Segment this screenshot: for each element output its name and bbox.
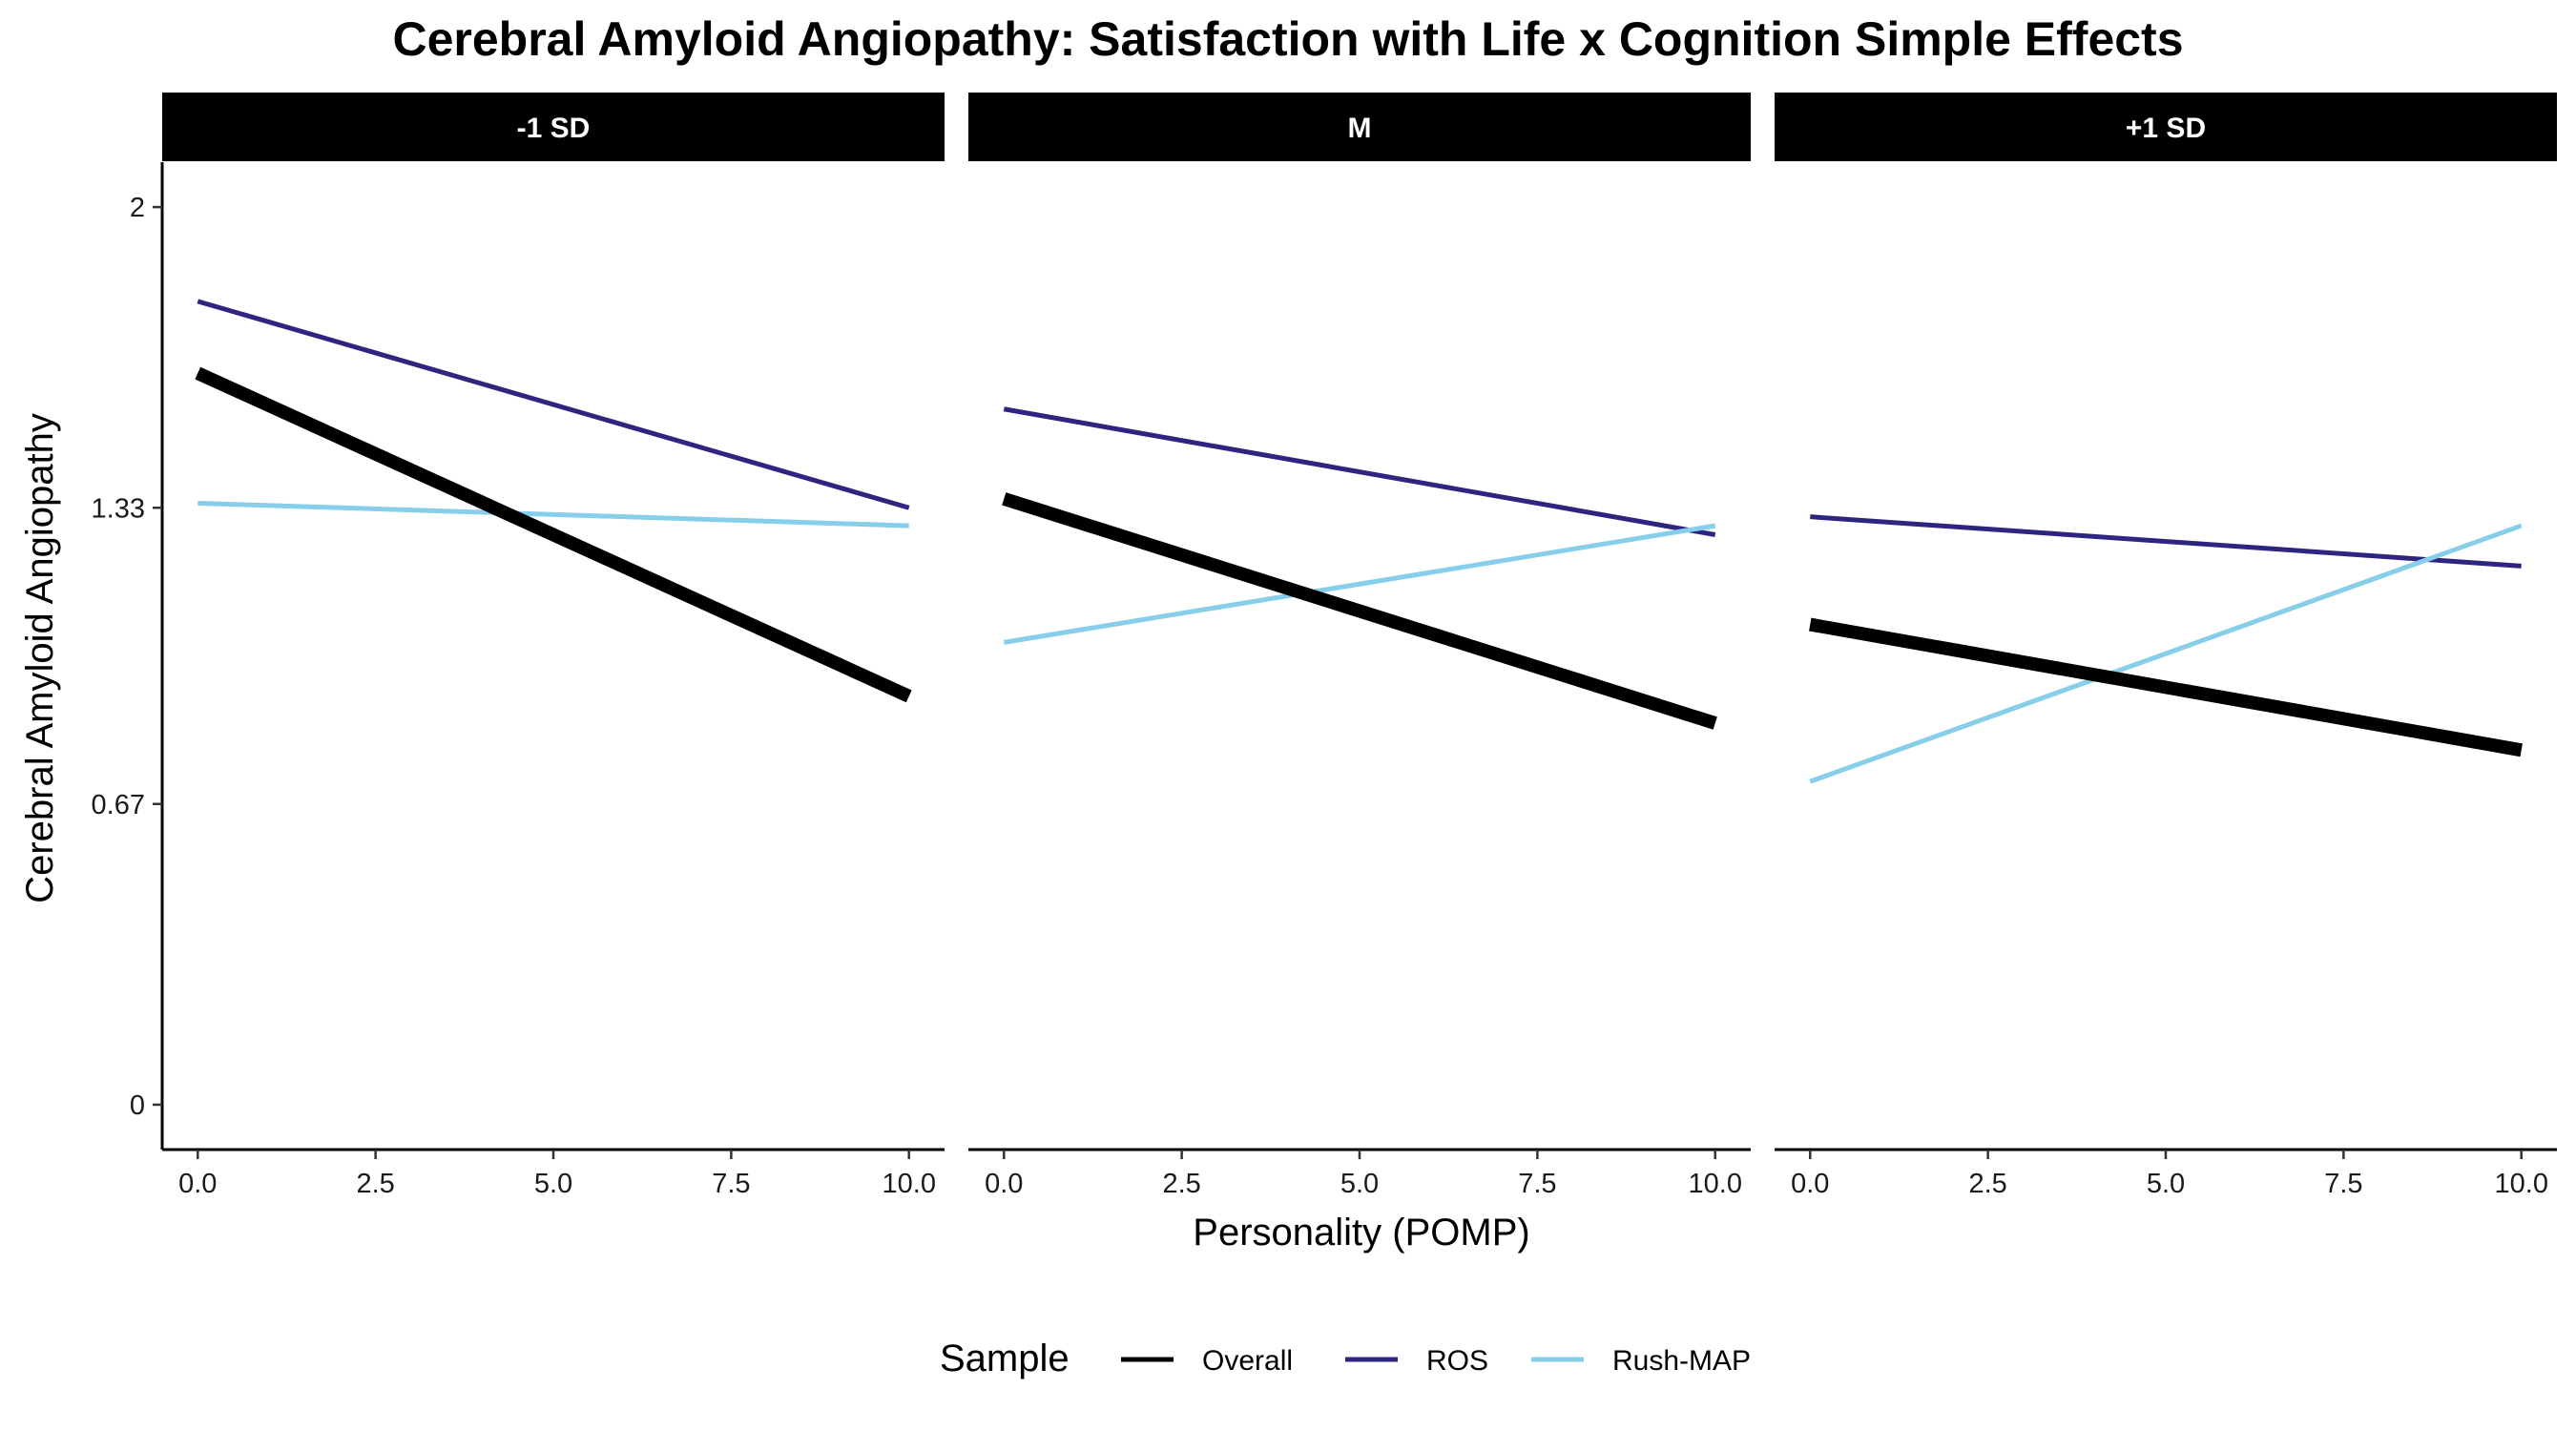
- legend-title: Sample: [940, 1338, 1070, 1379]
- x-axis-title: Personality (POMP): [1193, 1212, 1529, 1254]
- x-tick-label: 2.5: [1162, 1169, 1200, 1199]
- facet-strip: [968, 93, 1751, 161]
- x-tick-label: 0.0: [1791, 1169, 1829, 1199]
- panel-3: +1 SD 0.0 2.5 5.0 7.5 10.0: [1775, 93, 2557, 1199]
- x-tick-label: 5.0: [534, 1169, 572, 1199]
- y-tick-label: 0: [130, 1090, 145, 1121]
- series-line-rush-map: [1809, 523, 2523, 784]
- legend: Sample Overall ROS Rush-MAP: [940, 1338, 1751, 1379]
- facet-strip-label: -1 SD: [517, 113, 591, 144]
- chart-title: Cerebral Amyloid Angiopathy: Satisfactio…: [392, 12, 2183, 66]
- x-tick-label: 2.5: [1968, 1169, 2006, 1199]
- facet-strip: [1775, 93, 2557, 161]
- series-line-ros: [1810, 514, 2522, 569]
- facet-strip-label: +1 SD: [2126, 113, 2206, 144]
- x-tick-label: 5.0: [2147, 1169, 2185, 1199]
- chart-panels: -1 SD 0.0 2.5 5.0 7.5 10.0 0 0.67 1.33 2 M 0.0 2.5 5.…: [92, 93, 2557, 1199]
- series-line-rush-map: [197, 501, 909, 529]
- x-tick-label: 7.5: [1518, 1169, 1556, 1199]
- x-tick-label: 0.0: [985, 1169, 1023, 1199]
- x-tick-label: 0.0: [178, 1169, 217, 1199]
- legend-label-rush-map: Rush-MAP: [1612, 1345, 1751, 1377]
- series-line-overall: [1809, 617, 2523, 757]
- x-tick-label: 7.5: [712, 1169, 750, 1199]
- legend-label-overall: Overall: [1202, 1345, 1293, 1377]
- series-line-rush-map: [1003, 523, 1716, 645]
- x-tick-label: 10.0: [1689, 1169, 1742, 1199]
- x-tick-label: 7.5: [2324, 1169, 2362, 1199]
- x-tick-label: 10.0: [2495, 1169, 2548, 1199]
- facet-strip-label: M: [1348, 113, 1372, 144]
- legend-label-ros: ROS: [1426, 1345, 1488, 1377]
- y-tick-label: 2: [130, 193, 145, 223]
- panel-1: -1 SD 0.0 2.5 5.0 7.5 10.0 0 0.67 1.33 2: [92, 93, 945, 1199]
- x-tick-label: 5.0: [1340, 1169, 1379, 1199]
- y-tick-label: 0.67: [92, 790, 145, 820]
- panel-2: M 0.0 2.5 5.0 7.5 10.0: [968, 93, 1751, 1199]
- y-tick-label: 1.33: [92, 493, 145, 524]
- x-tick-label: 2.5: [356, 1169, 394, 1199]
- y-axis-title: Cerebral Amyloid Angiopathy: [19, 413, 61, 903]
- series-line-overall: [1002, 492, 1717, 730]
- series-line-ros: [1003, 406, 1716, 537]
- series-line-ros: [197, 299, 910, 510]
- facet-strip: [162, 93, 945, 161]
- series-line-overall: [195, 366, 912, 703]
- x-tick-label: 10.0: [883, 1169, 936, 1199]
